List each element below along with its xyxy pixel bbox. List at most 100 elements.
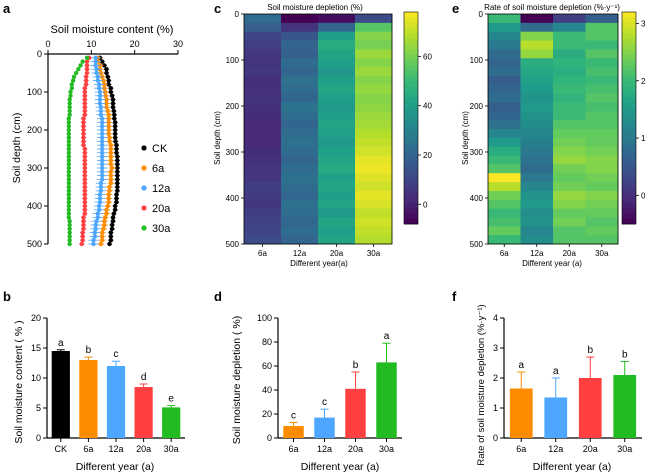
panel-a-point-20a xyxy=(81,143,86,148)
panel-a-point-6a xyxy=(108,158,114,163)
panel-d-bar-20a xyxy=(345,388,366,438)
panel-e-cell xyxy=(585,58,619,68)
panel-e-cell xyxy=(520,129,554,139)
panel-c-cell xyxy=(318,235,356,245)
panel-a-point-30a xyxy=(66,116,72,121)
panel-a-point-20a xyxy=(84,63,90,68)
panel-c-cell xyxy=(318,226,356,236)
panel-c-cell xyxy=(318,182,356,192)
panel-e-cell xyxy=(488,14,521,24)
panel-label-f: f xyxy=(452,289,457,304)
panel-c-cell xyxy=(318,75,356,86)
panel-a-point-20a xyxy=(82,200,88,205)
panel-c-cell xyxy=(281,199,319,210)
panel-a-point-20a xyxy=(82,162,88,167)
panel-c-cell xyxy=(281,40,319,50)
panel-e-cell xyxy=(585,40,619,50)
panel-a-point-CK xyxy=(115,154,120,159)
panel-a-point-20a xyxy=(81,139,86,144)
panel-a-point-6a xyxy=(108,143,114,148)
panel-a-point-20a xyxy=(82,211,88,216)
panel-e-cell xyxy=(585,164,619,174)
panel-e-cell xyxy=(520,31,554,41)
panel-b-bar-CK xyxy=(51,351,70,438)
panel-e-cell xyxy=(585,129,619,139)
panel-e-colorbar-segment xyxy=(622,186,636,193)
panel-a-point-20a xyxy=(82,101,88,106)
panel-c-cell xyxy=(244,84,282,95)
panel-a-point-12a xyxy=(99,173,105,178)
panel-a-point-CK xyxy=(104,67,109,72)
panel-c-cell xyxy=(244,155,282,165)
panel-e-cell xyxy=(520,226,554,236)
panel-a-point-30a xyxy=(80,59,85,64)
panel-e-cell xyxy=(585,137,619,148)
panel-e-colorbar-segment xyxy=(622,181,636,188)
panel-c-colorbar-segment xyxy=(404,43,418,50)
panel-a-x-tick-label: 30 xyxy=(173,39,183,49)
panel-a-point-20a xyxy=(81,226,86,231)
panel-a-point-CK xyxy=(108,86,114,91)
panel-e-cell xyxy=(585,217,619,227)
panel-a-point-20a xyxy=(82,150,88,155)
panel-a-point-30a xyxy=(76,67,81,72)
panel-b-bar-12a xyxy=(106,366,126,438)
panel-e-colorbar-segment xyxy=(622,65,636,71)
panel-f-x-tick-label: 30a xyxy=(617,444,632,454)
panel-a-point-12a xyxy=(96,86,102,91)
panel-c-colorbar-segment xyxy=(404,144,418,151)
panel-e-cell xyxy=(520,75,554,86)
panel-b-bar-20a xyxy=(134,387,153,438)
panel-a-point-20a xyxy=(82,192,88,197)
panel-a-point-20a xyxy=(81,222,86,228)
panel-e-colorbar-segment xyxy=(622,118,636,124)
panel-a-point-12a xyxy=(93,226,98,231)
panel-b-x-tick-label: 20a xyxy=(136,444,151,454)
panel-b-bar-6a xyxy=(79,360,98,438)
panel-e-depletion-rate-heatmap: Rate of soil moisture depletion (%·y⁻¹) … xyxy=(461,3,646,268)
panel-f-significance-letter: b xyxy=(587,345,593,356)
panel-c-cell xyxy=(318,58,356,68)
panel-a-point-6a xyxy=(106,131,111,136)
panel-a-point-CK xyxy=(110,97,116,102)
panel-a-legend-marker-CK xyxy=(141,145,147,151)
panel-c-colorbar-segment xyxy=(404,208,418,214)
panel-d-bar-6a xyxy=(283,426,304,438)
panel-a-point-12a xyxy=(91,238,96,243)
panel-a-point-30a xyxy=(66,131,72,136)
panel-e-colorbar-segment xyxy=(622,107,636,114)
panel-f-y-tick-label: 4 xyxy=(493,313,498,323)
panel-a-point-6a xyxy=(107,184,112,190)
panel-e-colorbar-segment xyxy=(622,17,636,23)
panel-f-xlabel: Different year (a) xyxy=(533,461,612,473)
panel-a-point-6a xyxy=(104,97,109,102)
panel-e-colorbar-segment xyxy=(622,43,636,50)
panel-a-point-12a xyxy=(99,127,105,133)
panel-e-cell xyxy=(488,137,521,148)
panel-a-point-CK xyxy=(106,82,111,87)
panel-a-point-6a xyxy=(106,120,111,125)
panel-a-point-6a xyxy=(105,203,111,209)
panel-a-y-tick-label: 100 xyxy=(27,87,42,97)
panel-c-cell xyxy=(318,67,356,77)
panel-c-cell xyxy=(281,120,319,130)
panel-a-point-12a xyxy=(99,139,105,144)
panel-a-point-CK xyxy=(105,74,111,80)
panel-a-point-12a xyxy=(99,120,105,125)
panel-a-legend-marker-12a xyxy=(141,185,147,191)
panel-a-point-6a xyxy=(105,108,111,114)
panel-e-cell xyxy=(488,226,521,236)
panel-c-cell xyxy=(244,137,282,148)
panel-e-colorbar-segment xyxy=(622,49,636,55)
panel-c-cell xyxy=(281,217,319,227)
panel-a-point-20a xyxy=(79,241,85,247)
panel-c-cell xyxy=(244,217,282,227)
panel-c-cell xyxy=(244,235,282,245)
panel-c-cell xyxy=(318,22,356,33)
panel-c-cell xyxy=(244,208,282,218)
panel-a-point-30a xyxy=(67,105,72,110)
panel-b-xlabel: Different year (a) xyxy=(76,461,155,473)
panel-b-y-tick-label: 0 xyxy=(36,433,41,443)
panel-a-point-30a xyxy=(69,82,75,87)
panel-e-cell xyxy=(553,111,586,121)
